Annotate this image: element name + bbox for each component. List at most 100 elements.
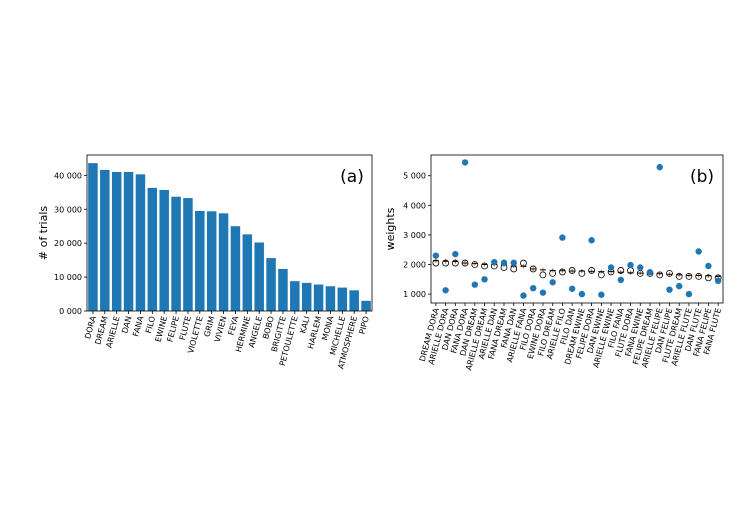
bar-vivien [218,213,229,311]
panel-label-b: (b) [690,167,714,187]
observed-point [432,252,440,259]
y-tick-label-b: 5 000 [403,172,426,181]
observed-point [452,250,459,258]
plot-frame-b [430,154,724,304]
observed-point [646,269,654,276]
sampled-point [461,259,469,267]
observed-point [676,282,683,290]
observed-point [568,285,576,292]
x-tick-label-a: FILO [144,315,157,334]
bar-angele [254,242,264,311]
bar-felipe [171,196,181,311]
y-axis-label-a: # of trials [37,206,50,261]
observed-point [588,237,595,244]
y-tick-label-a: 40 000 [54,171,82,180]
x-tick-label-a: DAN [120,315,133,334]
sampled-point [617,267,625,274]
sampled-point [432,259,440,267]
bar-dream [100,169,110,311]
bar-grim [206,211,217,311]
observed-point [520,292,527,299]
bar-violette [195,210,205,311]
sampled-point [442,259,450,267]
y-tick-label-a: 10 000 [54,273,82,282]
y-axis-label-b: weights [384,207,397,250]
y-tick-label-a: 20 000 [54,239,82,248]
observed-point [471,281,478,288]
sampled-point [481,262,488,270]
bar-atmosphere [349,290,359,311]
bar-harlem [313,284,324,311]
sampled-point [549,269,557,277]
observed-point [607,264,615,271]
observed-point [637,264,644,271]
bar-dan [123,171,134,311]
sampled-point [666,269,673,277]
sampled-point [675,272,683,280]
sampled-point [568,267,576,274]
observed-point [442,287,449,294]
bar-dora [88,163,98,311]
sampled-point [588,267,595,274]
observed-point [510,259,517,266]
bar-filo [147,187,158,311]
observed-point [461,159,469,166]
sampled-point [656,271,664,279]
bar-arielle [111,171,122,311]
y-tick-label-b: 2 000 [403,261,426,270]
observed-point [656,163,663,171]
observed-point [578,290,586,298]
x-tick-label-a: PIPO [358,315,371,335]
observed-point [530,285,537,292]
y-tick-label-b: 4 000 [403,201,426,210]
bar-brigitte [278,268,288,311]
bar-mona [325,286,336,311]
x-tick-label-a: KALI [298,315,311,334]
sampled-point [685,272,693,280]
observed-point [666,286,673,293]
bar-bobo [266,258,276,311]
observed-point [559,234,566,241]
observed-point [598,291,605,298]
plot-frame-a [86,154,373,312]
observed-point [695,248,702,255]
bar-feya [230,226,241,311]
bar-fana [135,174,146,311]
x-tick-label-a: FANA [131,315,145,338]
bar-flute [183,198,193,311]
observed-point [549,279,556,286]
bar-kali [301,282,312,311]
sampled-point [529,265,537,273]
observed-point [705,262,712,270]
observed-point [500,259,508,266]
observed-point [714,277,722,284]
y-tick-label-b: 1 000 [403,290,426,299]
sampled-point [471,261,479,268]
y-tick-label-a: 30 000 [54,205,82,214]
sampled-point [539,271,547,279]
sampled-point [510,265,518,273]
sampled-point [559,268,566,276]
observed-point [685,290,693,298]
bar-petoulette [290,281,300,311]
bar-michelle [337,287,348,311]
panel-label-a: (a) [340,167,364,187]
y-tick-label-b: 3 000 [403,231,426,240]
observed-point [481,276,488,283]
observed-point [627,261,634,269]
y-tick-label-a: 0 000 [59,307,82,316]
observed-point [491,258,498,266]
sampled-point [451,259,459,267]
observed-point [539,289,547,296]
bar-ewine [159,189,169,311]
sampled-point [695,272,703,280]
sampled-point [705,274,712,282]
bar-hermine [242,234,253,311]
sampled-point [520,259,527,267]
bar-pipo [361,300,371,311]
sampled-point [578,269,586,277]
observed-point [617,276,624,284]
